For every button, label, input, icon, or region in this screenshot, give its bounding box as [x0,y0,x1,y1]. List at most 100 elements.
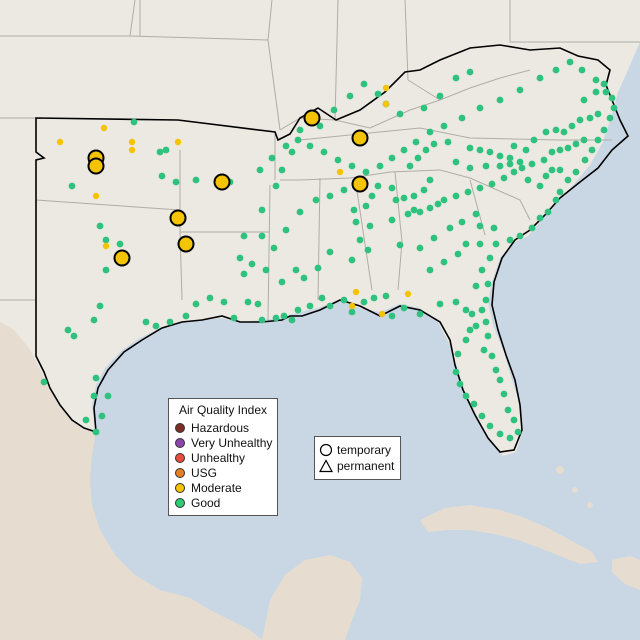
good-site-marker[interactable] [130,118,138,126]
good-site-marker[interactable] [472,210,480,218]
good-site-marker[interactable] [510,168,518,176]
good-site-marker[interactable] [400,146,408,154]
moderate-site-marker[interactable] [174,138,182,146]
good-site-marker[interactable] [556,166,564,174]
good-site-marker[interactable] [430,234,438,242]
good-site-marker[interactable] [404,210,412,218]
good-site-marker[interactable] [472,282,480,290]
good-site-marker[interactable] [376,162,384,170]
good-site-marker[interactable] [576,116,584,124]
good-site-marker[interactable] [524,176,532,184]
good-site-marker[interactable] [350,206,358,214]
good-site-marker[interactable] [340,186,348,194]
good-site-marker[interactable] [102,266,110,274]
good-site-marker[interactable] [466,164,474,172]
good-site-marker[interactable] [182,312,190,320]
good-site-marker[interactable] [326,302,334,310]
good-site-marker[interactable] [40,378,48,386]
moderate-site-marker[interactable] [382,100,390,108]
moderate-temporary-site-marker[interactable] [177,235,195,253]
good-site-marker[interactable] [436,300,444,308]
good-site-marker[interactable] [488,352,496,360]
good-site-marker[interactable] [610,104,618,112]
good-site-marker[interactable] [430,140,438,148]
moderate-site-marker[interactable] [100,124,108,132]
good-site-marker[interactable] [581,156,589,164]
good-site-marker[interactable] [388,216,396,224]
good-site-marker[interactable] [98,412,106,420]
good-site-marker[interactable] [516,232,524,240]
good-site-marker[interactable] [564,176,572,184]
good-site-marker[interactable] [416,244,424,252]
good-site-marker[interactable] [414,154,422,162]
good-site-marker[interactable] [172,178,180,186]
good-site-marker[interactable] [466,326,474,334]
good-site-marker[interactable] [518,164,526,172]
good-site-marker[interactable] [580,136,588,144]
good-site-marker[interactable] [564,144,572,152]
good-site-marker[interactable] [248,260,256,268]
good-site-marker[interactable] [552,66,560,74]
moderate-temporary-site-marker[interactable] [87,157,105,175]
good-site-marker[interactable] [206,294,214,302]
good-site-marker[interactable] [540,156,548,164]
good-site-marker[interactable] [462,336,470,344]
good-site-marker[interactable] [396,110,404,118]
good-site-marker[interactable] [452,298,460,306]
good-site-marker[interactable] [440,122,448,130]
good-site-marker[interactable] [90,316,98,324]
good-site-marker[interactable] [514,428,522,436]
good-site-marker[interactable] [288,148,296,156]
good-site-marker[interactable] [452,158,460,166]
good-site-marker[interactable] [82,416,90,424]
good-site-marker[interactable] [478,306,486,314]
good-site-marker[interactable] [476,146,484,154]
good-site-marker[interactable] [282,226,290,234]
good-site-marker[interactable] [348,256,356,264]
good-site-marker[interactable] [482,162,490,170]
moderate-site-marker[interactable] [128,138,136,146]
good-site-marker[interactable] [506,160,514,168]
good-site-marker[interactable] [496,430,504,438]
good-site-marker[interactable] [566,58,574,66]
good-site-marker[interactable] [272,314,280,322]
good-site-marker[interactable] [496,152,504,160]
good-site-marker[interactable] [256,166,264,174]
good-site-marker[interactable] [356,236,364,244]
good-site-marker[interactable] [306,302,314,310]
good-site-marker[interactable] [480,346,488,354]
good-site-marker[interactable] [492,366,500,374]
good-site-marker[interactable] [426,128,434,136]
good-site-marker[interactable] [578,66,586,74]
good-site-marker[interactable] [296,208,304,216]
good-site-marker[interactable] [528,224,536,232]
good-site-marker[interactable] [370,294,378,302]
good-site-marker[interactable] [600,126,608,134]
good-site-marker[interactable] [542,172,550,180]
good-site-marker[interactable] [506,154,514,162]
good-site-marker[interactable] [552,196,560,204]
good-site-marker[interactable] [516,158,524,166]
good-site-marker[interactable] [556,146,564,154]
good-site-marker[interactable] [294,136,302,144]
good-site-marker[interactable] [312,196,320,204]
good-site-marker[interactable] [236,254,244,262]
good-site-marker[interactable] [240,232,248,240]
good-site-marker[interactable] [330,106,338,114]
good-site-marker[interactable] [158,172,166,180]
good-site-marker[interactable] [258,316,266,324]
moderate-site-marker[interactable] [102,242,110,250]
good-site-marker[interactable] [468,310,476,318]
good-site-marker[interactable] [220,298,228,306]
good-site-marker[interactable] [104,392,112,400]
good-site-marker[interactable] [454,250,462,258]
good-site-marker[interactable] [528,160,536,168]
good-site-marker[interactable] [300,274,308,282]
good-site-marker[interactable] [476,104,484,112]
good-site-marker[interactable] [406,162,414,170]
good-site-marker[interactable] [294,306,302,314]
good-site-marker[interactable] [536,182,544,190]
good-site-marker[interactable] [476,184,484,192]
good-site-marker[interactable] [470,400,478,408]
good-site-marker[interactable] [454,350,462,358]
